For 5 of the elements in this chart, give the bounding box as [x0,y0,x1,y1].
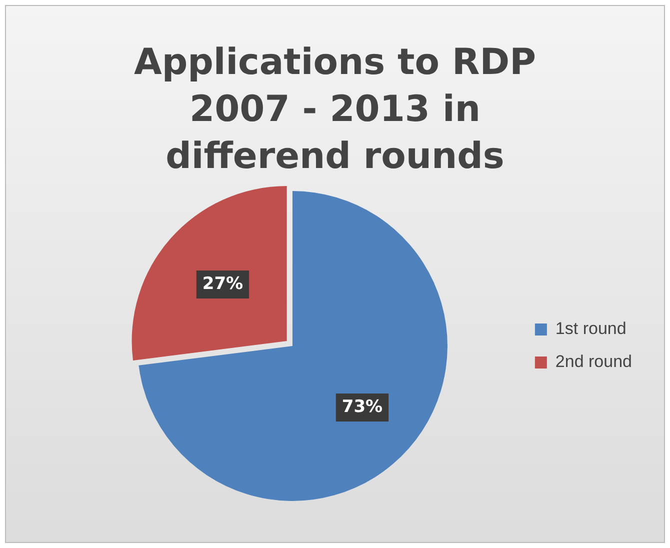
legend-label: 1st round [555,319,626,338]
data-label: 27% [202,274,244,294]
legend-label: 2nd round [555,352,632,372]
data-label: 73% [342,396,383,417]
chart-title: Applications to RDP 2007 - 2013 in differend rounds [132,41,538,177]
